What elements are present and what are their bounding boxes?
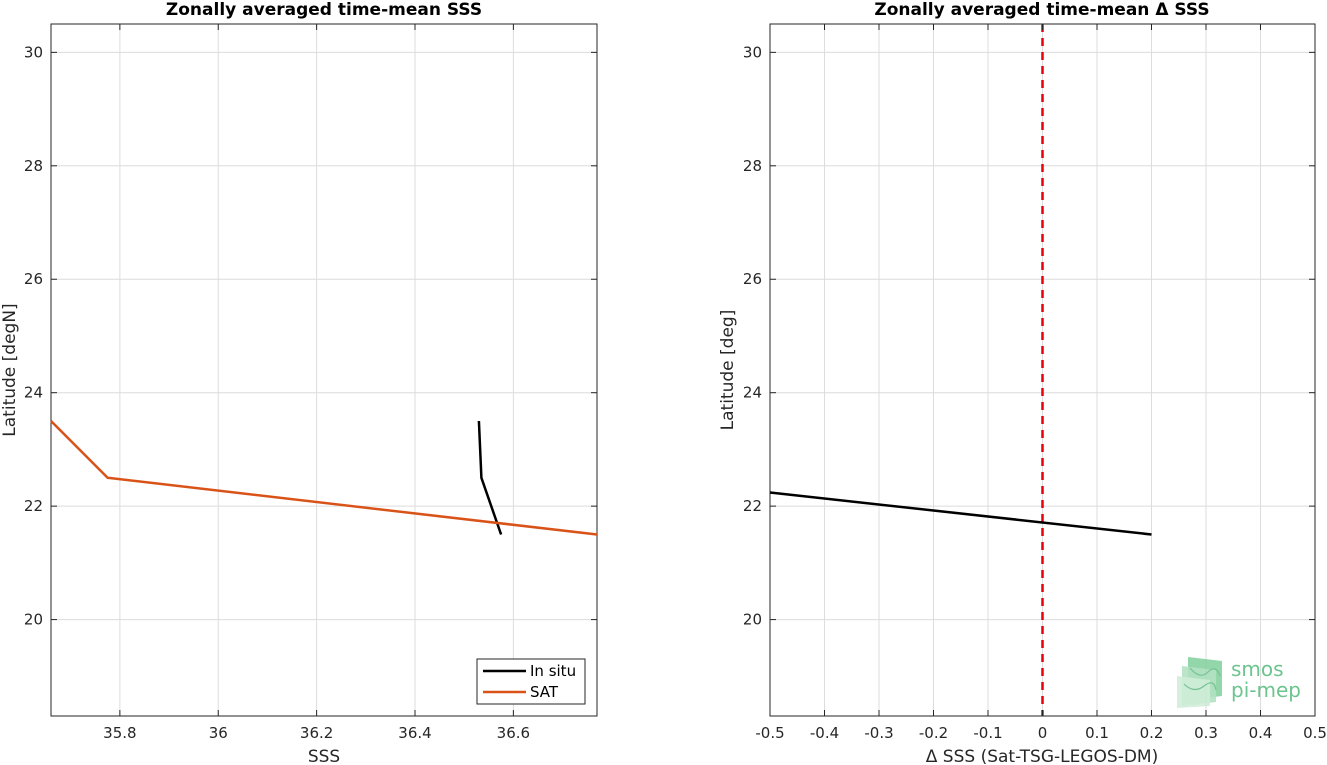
left-chart-title: Zonally averaged time-mean SSS bbox=[166, 0, 482, 20]
right-x-tick-label: 0.4 bbox=[1249, 724, 1273, 742]
right-x-tick-label: -0.2 bbox=[919, 724, 948, 742]
left-y-tick-label: 24 bbox=[24, 384, 43, 402]
left-y-tick-label: 26 bbox=[24, 270, 43, 288]
left-legend: In situ SAT bbox=[476, 658, 586, 705]
right-y-tick-label: 26 bbox=[743, 270, 762, 288]
left-y-tick-label: 22 bbox=[24, 497, 43, 515]
left-x-tick-label: 36.2 bbox=[300, 724, 333, 742]
series-line-sat bbox=[50, 420, 598, 536]
legend-label-in-situ: In situ bbox=[530, 662, 576, 680]
right-x-tick-label: -0.5 bbox=[755, 724, 784, 742]
right-y-tick-label: 24 bbox=[743, 384, 762, 402]
right-chart-panel: -0.5 -0.4 -0.3 -0.2 -0.1 0 0.1 0.2 0.3 0.4 0.5 202… bbox=[718, 0, 1327, 765]
left-x-axis-label: SSS bbox=[308, 747, 340, 765]
series-line-delta-sss-0 bbox=[769, 491, 1152, 536]
logo-text-pi-mep: pi-mep bbox=[1231, 678, 1301, 702]
right-x-tick-label: 0 bbox=[1038, 724, 1048, 742]
legend-box bbox=[476, 658, 586, 705]
right-y-ticks: 20 22 24 26 28 30 bbox=[743, 43, 1315, 629]
logo-text-smos: smos bbox=[1231, 657, 1284, 681]
left-x-tick-label: 36 bbox=[209, 724, 228, 742]
left-y-tick-label: 30 bbox=[24, 43, 43, 61]
left-grid bbox=[51, 24, 597, 716]
left-plot-frame bbox=[50, 23, 598, 717]
right-x-tick-label: -0.1 bbox=[973, 724, 1002, 742]
right-series bbox=[769, 491, 1152, 536]
right-x-tick-label: 0.1 bbox=[1085, 724, 1109, 742]
right-y-tick-label: 30 bbox=[743, 43, 762, 61]
right-chart-title: Zonally averaged time-mean Δ SSS bbox=[874, 0, 1209, 20]
right-x-ticks: -0.5 -0.4 -0.3 -0.2 -0.1 0 0.1 0.2 0.3 0.4 0.5 bbox=[755, 24, 1327, 742]
left-x-tick-label: 36.6 bbox=[497, 724, 530, 742]
series-line-in-situ bbox=[477, 420, 503, 535]
right-y-tick-label: 22 bbox=[743, 497, 762, 515]
right-y-tick-label: 20 bbox=[743, 611, 762, 629]
left-chart-panel: 35.8 36 36.2 36.4 36.6 20 22 24 26 28 30 Zonally … bbox=[0, 0, 598, 765]
left-x-tick-label: 36.4 bbox=[398, 724, 431, 742]
right-y-axis-label: Latitude [deg] bbox=[718, 310, 738, 431]
smos-pi-mep-logo: smos pi-mep bbox=[1177, 657, 1301, 708]
right-x-tick-label: 0.3 bbox=[1194, 724, 1218, 742]
left-series bbox=[50, 420, 598, 536]
right-x-tick-label: -0.4 bbox=[810, 724, 839, 742]
right-x-tick-label: 0.2 bbox=[1140, 724, 1164, 742]
right-x-axis-label: Δ SSS (Sat-TSG-LEGOS-DM) bbox=[926, 747, 1158, 765]
left-x-ticks: 35.8 36 36.2 36.4 36.6 bbox=[103, 24, 530, 742]
left-y-ticks: 20 22 24 26 28 30 bbox=[24, 43, 597, 629]
left-y-axis-label: Latitude [degN] bbox=[0, 303, 20, 436]
right-x-tick-label: 0.5 bbox=[1303, 724, 1327, 742]
left-y-tick-label: 20 bbox=[24, 611, 43, 629]
left-y-tick-label: 28 bbox=[24, 157, 43, 175]
logo-wave-icon bbox=[1177, 657, 1222, 708]
right-x-tick-label: -0.3 bbox=[864, 724, 893, 742]
legend-label-sat: SAT bbox=[530, 683, 559, 701]
left-x-tick-label: 35.8 bbox=[103, 724, 136, 742]
right-y-tick-label: 28 bbox=[743, 157, 762, 175]
